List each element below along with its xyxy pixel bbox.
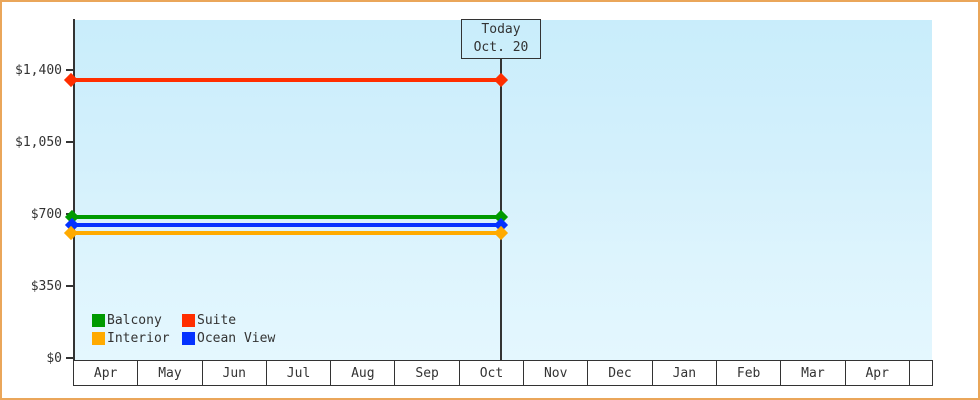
suite-line-forecast-dashed	[507, 78, 932, 82]
month-cell-dec: Dec	[588, 361, 653, 385]
legend-label: Suite	[197, 313, 237, 328]
x-axis-month-band: Apr May Jun Jul Aug Sep Oct Nov Dec Jan …	[73, 360, 933, 386]
today-annotation-box: Today Oct. 20	[461, 19, 541, 59]
legend-item-suite: Suite	[182, 313, 236, 328]
y-axis-label: $0	[46, 351, 62, 366]
y-tick-350	[66, 285, 74, 287]
ocean-view-swatch-icon	[182, 332, 195, 345]
today-date: Oct. 20	[473, 40, 529, 55]
legend-label: Balcony	[107, 313, 162, 328]
month-cell-jan: Jan	[653, 361, 717, 385]
y-axis-label: $1,400	[15, 63, 62, 78]
y-tick-1050	[66, 141, 74, 143]
month-cell-mar: Mar	[781, 361, 846, 385]
today-label: Today	[481, 22, 521, 37]
ocean-view-line-forecast-dashed	[507, 223, 932, 227]
legend-item-ocean-view: Ocean View	[182, 331, 275, 346]
legend-item-balcony: Balcony	[92, 313, 162, 328]
y-axis-label: $700	[30, 207, 62, 222]
month-cell-sep: Sep	[395, 361, 460, 385]
month-cell-apr: Apr	[74, 361, 139, 385]
month-cell-oct: Oct	[460, 361, 525, 385]
interior-line-solid	[75, 231, 502, 235]
legend-item-interior: Interior	[92, 331, 170, 346]
month-cell-jul: Jul	[267, 361, 332, 385]
month-cell-aug: Aug	[331, 361, 396, 385]
today-vertical-line	[500, 58, 502, 360]
suite-line-solid	[75, 78, 502, 82]
chart-plot-area	[75, 20, 932, 360]
month-cell-nov: Nov	[524, 361, 589, 385]
y-axis-label: $1,050	[15, 135, 62, 150]
month-cell-apr2: Apr	[846, 361, 910, 385]
balcony-line-solid	[75, 215, 502, 219]
month-cell-feb: Feb	[717, 361, 782, 385]
legend-label: Interior	[107, 331, 170, 346]
interior-swatch-icon	[92, 332, 105, 345]
balcony-line-forecast-dashed	[507, 215, 932, 219]
balcony-swatch-icon	[92, 314, 105, 327]
ocean-view-line-solid	[75, 223, 502, 227]
y-tick-1400	[66, 69, 74, 71]
y-axis-line	[73, 19, 75, 360]
month-cell-empty	[910, 361, 932, 385]
month-cell-may: May	[138, 361, 203, 385]
suite-swatch-icon	[182, 314, 195, 327]
interior-line-forecast-dashed	[507, 231, 932, 235]
legend-label: Ocean View	[197, 331, 276, 346]
y-axis-label: $350	[30, 279, 62, 294]
month-cell-jun: Jun	[203, 361, 267, 385]
y-tick-0	[66, 357, 74, 359]
